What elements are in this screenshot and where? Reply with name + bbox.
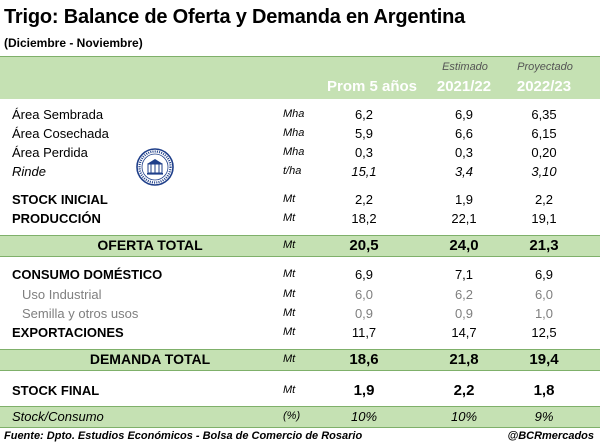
row-value-2022: 19,1 (531, 211, 557, 226)
row-value-2022: 9% (534, 409, 554, 424)
table-row: Uso Industrial Mt 6,0 6,2 6,0 (0, 285, 600, 304)
table-row: Semilla y otros usos Mt 0,9 0,9 1,0 (0, 304, 600, 323)
row-value-prom: 10% (350, 409, 378, 424)
row-label: STOCK FINAL (12, 383, 100, 398)
row-value-2021: 24,0 (449, 237, 479, 254)
row-value-2021: 6,9 (454, 107, 474, 122)
header-col2-note: Estimado (442, 61, 488, 73)
row-label: DEMANDA TOTAL (89, 351, 211, 367)
row-value-prom: 18,2 (351, 211, 377, 226)
row-unit: (%) (283, 410, 301, 422)
row-value-2021: 3,4 (454, 164, 474, 179)
row-value-2021: 0,3 (454, 145, 474, 160)
row-label: Stock/Consumo (12, 409, 104, 424)
table-row: CONSUMO DOMÉSTICO Mt 6,9 7,1 6,9 (0, 265, 600, 284)
row-value-prom: 1,9 (353, 382, 375, 399)
row-value-2021: 10% (450, 409, 478, 424)
row-value-prom: 0,3 (354, 145, 374, 160)
row-value-2022: 3,10 (531, 164, 557, 179)
row-value-prom: 20,5 (349, 237, 379, 254)
row-label: CONSUMO DOMÉSTICO (12, 267, 163, 282)
row-unit: Mt (283, 353, 296, 365)
header-band (0, 56, 600, 99)
row-value-2022: 6,0 (534, 287, 554, 302)
page-title: Trigo: Balance de Oferta y Demanda en Ar… (4, 6, 466, 28)
row-label: Semilla y otros usos (22, 306, 139, 321)
demanda-total-band (0, 349, 600, 371)
row-label: Rinde (12, 164, 46, 179)
row-value-prom: 6,9 (354, 267, 374, 282)
row-label: Área Sembrada (12, 107, 104, 122)
footer-source: Fuente: Dpto. Estudios Económicos - Bols… (4, 430, 363, 442)
row-label: Área Perdida (12, 145, 88, 160)
row-label: EXPORTACIONES (12, 325, 124, 340)
oferta-total-band (0, 235, 600, 257)
row-value-prom: 6,0 (354, 287, 374, 302)
row-value-2021: 22,1 (451, 211, 477, 226)
row-value-2021: 2,2 (453, 382, 475, 399)
row-value-prom: 11,7 (351, 325, 377, 340)
row-value-2022: 12,5 (531, 325, 557, 340)
row-value-prom: 15,1 (351, 164, 377, 179)
table-row-total: OFERTA TOTAL Mt 20,5 24,0 21,3 (0, 236, 600, 255)
row-value-2021: 0,9 (454, 306, 474, 321)
table-row: Stock/Consumo (%) 10% 10% 9% (0, 407, 600, 426)
table-row: Área Cosechada Mha 5,9 6,6 6,15 (0, 124, 600, 143)
bcr-seal-icon (136, 148, 174, 186)
row-unit: Mha (283, 146, 305, 158)
row-value-2022: 1,0 (534, 306, 554, 321)
page-subtitle: (Diciembre - Noviembre) (4, 36, 143, 50)
table-row-total: DEMANDA TOTAL Mt 18,6 21,8 19,4 (0, 350, 600, 369)
row-label: Uso Industrial (22, 287, 102, 302)
row-value-2022: 19,4 (529, 351, 559, 368)
row-value-2021: 14,7 (451, 325, 477, 340)
row-unit: Mt (283, 193, 296, 205)
row-value-prom: 0,9 (354, 306, 374, 321)
row-value-prom: 6,2 (354, 107, 374, 122)
row-value-2022: 2,2 (534, 192, 554, 207)
footer-handle: @BCRmercados (507, 430, 594, 442)
row-unit: Mt (283, 268, 296, 280)
row-value-2021: 1,9 (454, 192, 474, 207)
row-label: OFERTA TOTAL (97, 237, 203, 253)
row-value-2022: 1,8 (533, 382, 555, 399)
row-value-2022: 6,35 (531, 107, 557, 122)
row-value-prom: 5,9 (354, 126, 374, 141)
header-col2-label: 2021/22 (436, 78, 492, 95)
table-row: Área Sembrada Mha 6,2 6,9 6,35 (0, 105, 600, 124)
row-unit: Mt (283, 288, 296, 300)
row-value-2021: 6,6 (454, 126, 474, 141)
table-row: EXPORTACIONES Mt 11,7 14,7 12,5 (0, 323, 600, 342)
row-value-prom: 18,6 (349, 351, 379, 368)
table-row: STOCK INICIAL Mt 2,2 1,9 2,2 (0, 190, 600, 209)
table-row: PRODUCCIÓN Mt 18,2 22,1 19,1 (0, 209, 600, 228)
row-value-2022: 21,3 (529, 237, 559, 254)
footer: Fuente: Dpto. Estudios Económicos - Bols… (0, 426, 600, 447)
row-value-prom: 2,2 (354, 192, 374, 207)
row-unit: Mt (283, 384, 296, 396)
row-unit: Mha (283, 108, 305, 120)
row-value-2022: 6,15 (531, 126, 557, 141)
row-value-2021: 21,8 (449, 351, 479, 368)
row-value-2021: 6,2 (454, 287, 474, 302)
row-unit: Mt (283, 326, 296, 338)
row-value-2022: 6,9 (534, 267, 554, 282)
row-value-2021: 7,1 (454, 267, 474, 282)
row-label: PRODUCCIÓN (12, 211, 101, 226)
row-unit: Mt (283, 239, 296, 251)
row-label: Área Cosechada (12, 126, 109, 141)
table-row: Área Perdida Mha 0,3 0,3 0,20 (0, 143, 600, 162)
table-row: STOCK FINAL Mt 1,9 2,2 1,8 (0, 381, 600, 400)
row-unit: Mt (283, 212, 296, 224)
row-label: STOCK INICIAL (12, 192, 108, 207)
header-col3-label: 2022/23 (516, 78, 572, 95)
table-row: Rinde t/ha 15,1 3,4 3,10 (0, 162, 600, 181)
row-unit: Mha (283, 127, 305, 139)
stock-consumo-band (0, 406, 600, 428)
row-unit: t/ha (283, 165, 302, 177)
header-col1-label: Prom 5 años (326, 78, 418, 95)
row-value-2022: 0,20 (531, 145, 557, 160)
header-col3-note: Proyectado (517, 61, 573, 73)
row-unit: Mt (283, 307, 296, 319)
